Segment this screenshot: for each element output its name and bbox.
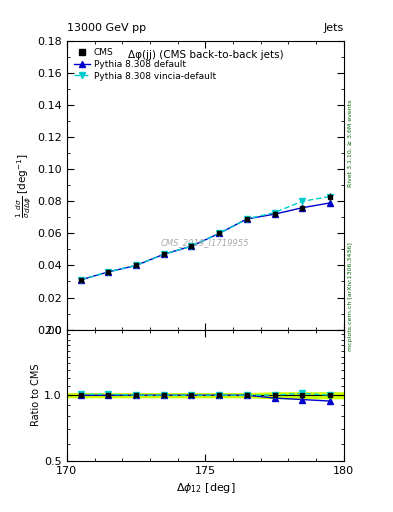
Text: 13000 GeV pp: 13000 GeV pp [67, 23, 146, 33]
Text: Rivet 3.1.10, ≥ 3.6M events: Rivet 3.1.10, ≥ 3.6M events [348, 100, 353, 187]
Text: mcplots.cern.ch [arXiv:1306.3436]: mcplots.cern.ch [arXiv:1306.3436] [348, 243, 353, 351]
Text: Jets: Jets [323, 23, 344, 33]
Y-axis label: $\frac{1}{\sigma}\frac{d\sigma}{d\Delta\phi}$ [deg$^{-1}$]: $\frac{1}{\sigma}\frac{d\sigma}{d\Delta\… [15, 153, 35, 218]
Text: CMS_2019_I1719955: CMS_2019_I1719955 [161, 239, 250, 247]
Text: Δφ(jj) (CMS back-to-back jets): Δφ(jj) (CMS back-to-back jets) [128, 50, 283, 59]
Y-axis label: Ratio to CMS: Ratio to CMS [31, 364, 41, 426]
X-axis label: $\Delta\phi_{12}$ [deg]: $\Delta\phi_{12}$ [deg] [176, 481, 235, 495]
Legend: CMS, Pythia 8.308 default, Pythia 8.308 vincia-default: CMS, Pythia 8.308 default, Pythia 8.308 … [71, 46, 219, 83]
